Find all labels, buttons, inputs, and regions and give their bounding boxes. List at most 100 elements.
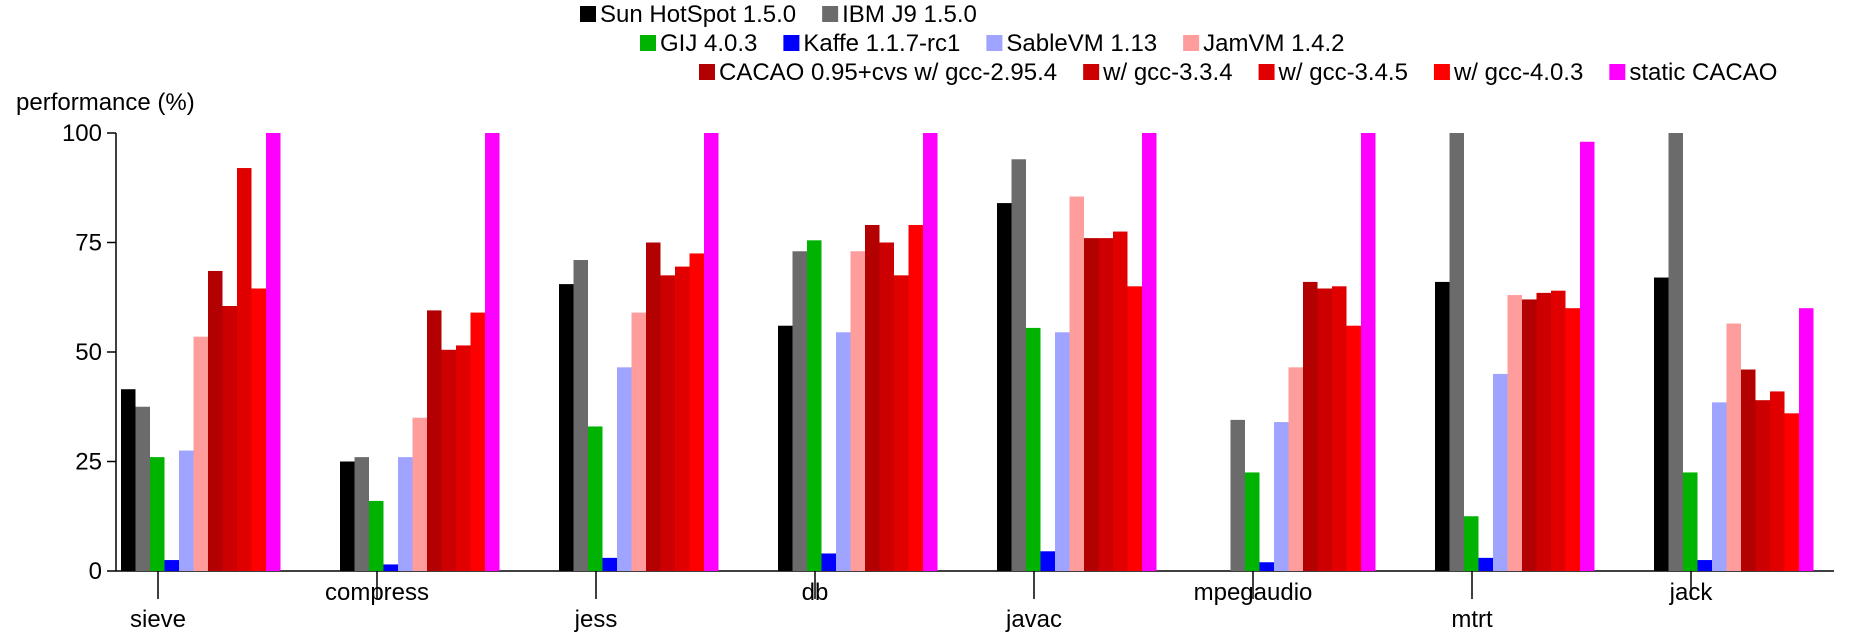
y-axis-label: performance (%) [16,89,195,116]
bar [1259,562,1274,571]
bar [1011,159,1026,571]
bar [1522,299,1537,571]
x-tick-label: db [802,579,829,606]
bar [135,406,150,571]
bar [1770,391,1785,571]
legend-swatch [1258,64,1275,80]
bar [559,284,574,571]
bar [1274,422,1289,571]
legend-label: Sun HotSpot 1.5.0 [600,1,796,28]
bar [573,260,588,571]
bar [850,251,865,571]
legend-label: CACAO 0.95+cvs w/ gcc-2.95.4 [719,59,1057,86]
bar [1230,419,1245,571]
bar [879,242,894,571]
bar [1493,373,1508,571]
bar [266,133,281,571]
x-tick-label: javac [1005,606,1062,633]
bar [398,457,413,571]
legend-swatch [1083,64,1100,80]
y-ticks: 0 25 50 75 100 [62,120,116,585]
legend-swatch [822,6,839,22]
bar [369,500,384,571]
bar [164,560,179,571]
bar [1069,196,1084,571]
bar [1683,472,1698,571]
bar [1098,238,1113,571]
bar [894,275,909,571]
x-tick-label: jess [574,606,618,633]
bar [821,553,836,571]
x-tick-label: mtrt [1451,606,1493,633]
bar [208,270,223,571]
bar [704,133,719,571]
y-tick-label: 75 [75,230,102,257]
y-tick-label: 25 [75,449,102,476]
bar [427,310,442,571]
y-tick-label: 0 [89,558,102,585]
legend-swatch [580,6,596,22]
x-ticks: sieve compress jess db javac mpegaudio mtrt jac… [130,571,1713,633]
legend-label: w/ gcc-3.3.4 [1102,59,1232,86]
y-tick-label: 100 [62,120,102,147]
x-tick-label: compress [325,579,429,606]
bar [1580,141,1595,571]
bar [456,345,471,571]
bar [251,288,266,571]
bar [1317,288,1332,571]
bar [923,133,938,571]
legend-swatch [1433,64,1450,80]
legend-label: JamVM 1.4.2 [1203,30,1344,57]
bar [997,203,1012,571]
bar [1654,277,1669,571]
legend-swatch [986,35,1003,51]
bar [602,557,617,571]
bar [412,417,427,571]
legend-swatch [1183,35,1200,51]
bar [1127,286,1142,571]
bar [354,457,369,571]
bar [807,240,822,571]
bar [1668,133,1683,571]
legend-swatch [783,35,800,51]
bar [1697,560,1712,571]
bar [1040,551,1055,571]
legend-swatch [1609,64,1626,80]
bar [1507,295,1522,571]
legend-label: GIJ 4.0.3 [660,30,757,57]
legend-label: w/ gcc-3.4.5 [1278,59,1408,86]
legend-swatch [640,35,656,51]
bar [485,133,500,571]
bar [1288,367,1303,571]
legend-label: SableVM 1.13 [1006,30,1157,57]
bar [1245,472,1260,571]
bar [1332,286,1347,571]
bars [121,133,1814,572]
bar [179,450,194,571]
bar [150,457,165,571]
x-tick-label: jack [1669,579,1714,606]
bar [588,426,603,571]
bar [193,336,208,571]
legend-label: IBM J9 1.5.0 [842,1,977,28]
bar [340,461,355,571]
bar [1799,308,1814,571]
bar [908,224,923,572]
bar [660,275,675,571]
bar [631,312,646,571]
legend-label: static CACAO [1629,59,1777,86]
bar [1303,281,1318,571]
bar [1551,290,1566,571]
bar [1084,238,1099,571]
bar [1435,281,1450,571]
x-tick-label: sieve [130,606,186,633]
bar [1346,325,1361,571]
bar [1361,133,1376,571]
bar [1449,133,1464,571]
x-tick-label: mpegaudio [1194,579,1313,606]
bar [792,251,807,571]
bar [1784,413,1799,571]
bar [1755,400,1770,571]
legend: Sun HotSpot 1.5.0 IBM J9 1.5.0 GIJ 4.0.3 Ka… [580,1,1777,86]
